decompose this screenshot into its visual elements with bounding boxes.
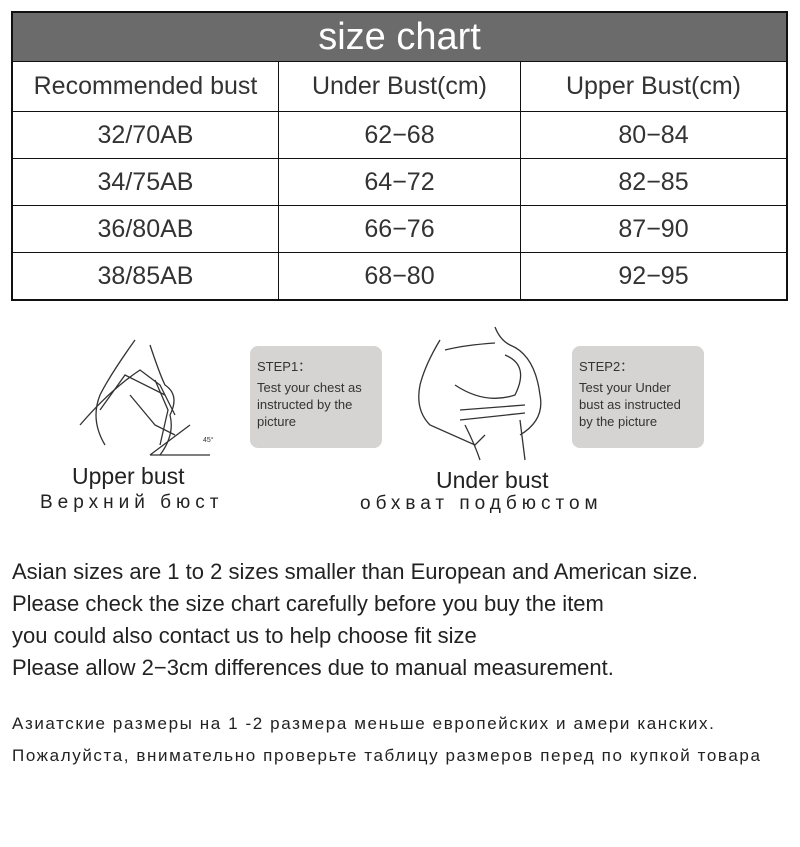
step2-box: STEP2： Test your Under bust as instructe… — [572, 346, 704, 448]
cell: 66−76 — [278, 205, 521, 253]
note-line: Please check the size chart carefully be… — [12, 591, 604, 616]
header-recommended-bust: Recommended bust — [11, 61, 279, 112]
cell: 38/85AB — [11, 252, 279, 301]
note-line: Пожалуйста, внимательно проверьте таблиц… — [12, 746, 762, 765]
size-chart-table: size chart Recommended bust Under Bust(c… — [11, 11, 788, 301]
cell: 80−84 — [520, 111, 788, 159]
upper-bust-caption-ru: Верхний бюст — [40, 492, 224, 513]
note-line: you could also contact us to help choose… — [12, 623, 477, 648]
under-bust-caption: Under bust — [436, 467, 549, 493]
cell: 92−95 — [520, 252, 788, 301]
cell: 62−68 — [278, 111, 521, 159]
note-line: Asian sizes are 1 to 2 sizes smaller tha… — [12, 559, 699, 584]
step1-box: STEP1： Test your chest as instructed by … — [250, 346, 382, 448]
header-under-bust: Under Bust(cm) — [278, 61, 521, 112]
cell: 34/75AB — [11, 158, 279, 206]
cell: 82−85 — [520, 158, 788, 206]
cell: 64−72 — [278, 158, 521, 206]
under-bust-caption-ru: обхват подбюстом — [360, 493, 603, 514]
cell: 32/70AB — [11, 111, 279, 159]
table-row: 38/85AB 68−80 92−95 — [11, 252, 788, 301]
cell: 68−80 — [278, 252, 521, 301]
cell: 36/80AB — [11, 205, 279, 253]
header-row: Recommended bust Under Bust(cm) Upper Bu… — [11, 61, 788, 112]
table-row: 34/75AB 64−72 82−85 — [11, 158, 788, 206]
note-line: Азиатские размеры на 1 -2 размера меньше… — [12, 714, 716, 733]
angle-label: 45° — [203, 436, 214, 444]
upper-bust-caption: Upper bust — [72, 463, 185, 489]
upper-bust-illustration: 45° — [79, 339, 214, 456]
table-title: size chart — [11, 11, 788, 62]
notes-english: Asian sizes are 1 to 2 sizes smaller tha… — [12, 556, 698, 684]
note-line: Please allow 2−3cm differences due to ma… — [12, 655, 614, 680]
header-upper-bust: Upper Bust(cm) — [520, 61, 788, 112]
table-row: 32/70AB 62−68 80−84 — [11, 111, 788, 159]
under-bust-illustration — [418, 326, 542, 461]
step1-text: Test your chest as instructed by the pic… — [257, 380, 362, 429]
notes-russian: Азиатские размеры на 1 -2 размера меньше… — [12, 708, 792, 772]
step2-label: STEP2： — [579, 359, 634, 374]
cell: 87−90 — [520, 205, 788, 253]
table-row: 36/80AB 66−76 87−90 — [11, 205, 788, 253]
step1-label: STEP1： — [257, 359, 312, 374]
step2-text: Test your Under bust as instructed by th… — [579, 380, 681, 429]
